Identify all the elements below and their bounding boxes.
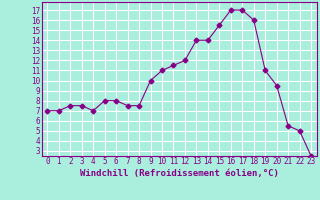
X-axis label: Windchill (Refroidissement éolien,°C): Windchill (Refroidissement éolien,°C) xyxy=(80,169,279,178)
